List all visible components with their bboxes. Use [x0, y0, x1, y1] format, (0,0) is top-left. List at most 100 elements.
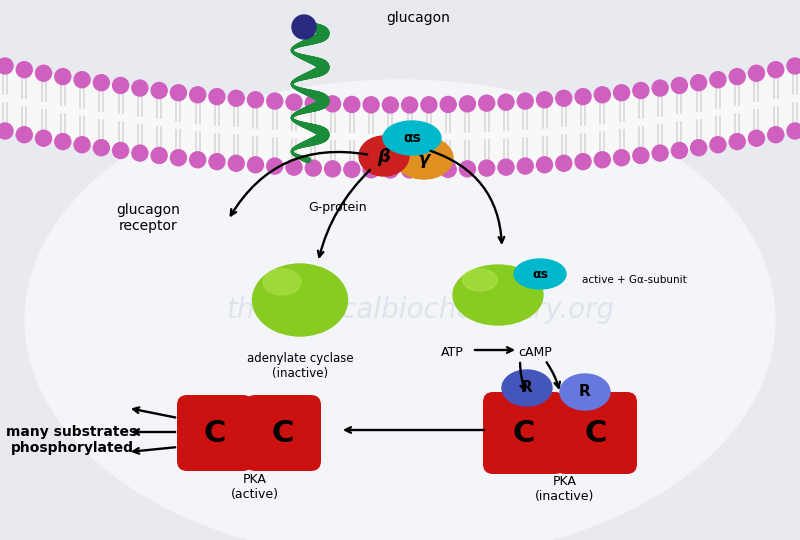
Circle shape: [94, 75, 110, 91]
Circle shape: [292, 15, 316, 39]
Circle shape: [113, 143, 129, 158]
Circle shape: [151, 83, 167, 98]
Circle shape: [247, 157, 263, 173]
Circle shape: [228, 90, 244, 106]
Circle shape: [35, 65, 51, 81]
Text: PKA
(inactive): PKA (inactive): [535, 475, 594, 503]
Circle shape: [16, 62, 32, 78]
Circle shape: [0, 58, 13, 74]
Circle shape: [768, 127, 784, 143]
Circle shape: [421, 162, 437, 178]
Circle shape: [537, 157, 553, 173]
Text: R: R: [579, 384, 591, 400]
Circle shape: [286, 94, 302, 110]
Text: C: C: [272, 418, 294, 448]
Text: αs: αs: [403, 131, 421, 145]
Circle shape: [633, 147, 649, 164]
Circle shape: [652, 145, 668, 161]
Circle shape: [402, 97, 418, 113]
Circle shape: [556, 90, 572, 106]
Circle shape: [652, 80, 668, 96]
Circle shape: [478, 95, 494, 111]
Circle shape: [729, 133, 745, 150]
Circle shape: [710, 137, 726, 153]
Circle shape: [478, 160, 494, 176]
Text: themedicalbiochemistry.org: themedicalbiochemistry.org: [226, 296, 614, 324]
Ellipse shape: [395, 137, 453, 179]
Circle shape: [440, 161, 456, 178]
Text: G-protein: G-protein: [309, 201, 367, 214]
Circle shape: [594, 152, 610, 168]
Circle shape: [575, 89, 591, 105]
Circle shape: [74, 72, 90, 87]
FancyBboxPatch shape: [555, 392, 637, 474]
Circle shape: [749, 65, 765, 81]
Circle shape: [556, 156, 572, 171]
Circle shape: [325, 96, 341, 112]
Circle shape: [787, 123, 800, 139]
Circle shape: [94, 140, 110, 156]
Ellipse shape: [359, 136, 409, 176]
Circle shape: [421, 97, 437, 113]
Ellipse shape: [383, 121, 441, 155]
Circle shape: [459, 96, 475, 112]
Polygon shape: [0, 65, 800, 170]
Circle shape: [768, 62, 784, 78]
Text: γ: γ: [418, 150, 430, 168]
Circle shape: [55, 133, 71, 150]
Text: C: C: [204, 418, 226, 448]
Circle shape: [363, 162, 379, 178]
Circle shape: [190, 87, 206, 103]
Circle shape: [710, 72, 726, 87]
Ellipse shape: [502, 370, 552, 406]
Circle shape: [671, 143, 687, 158]
Circle shape: [518, 158, 534, 174]
Circle shape: [16, 127, 32, 143]
Text: many substrates
phosphorylated: many substrates phosphorylated: [6, 425, 138, 455]
Circle shape: [633, 83, 649, 98]
Circle shape: [382, 97, 398, 113]
Circle shape: [787, 58, 800, 74]
Ellipse shape: [25, 80, 775, 540]
Circle shape: [209, 89, 225, 105]
Text: β: β: [378, 148, 390, 166]
Circle shape: [132, 80, 148, 96]
Ellipse shape: [514, 259, 566, 289]
Circle shape: [594, 87, 610, 103]
Text: C: C: [585, 418, 607, 448]
Text: active + Gα-subunit: active + Gα-subunit: [582, 275, 686, 285]
Circle shape: [209, 153, 225, 170]
Text: αs: αs: [532, 267, 548, 280]
Circle shape: [306, 95, 322, 111]
Circle shape: [690, 140, 706, 156]
Circle shape: [498, 94, 514, 110]
Circle shape: [402, 162, 418, 178]
Circle shape: [614, 85, 630, 101]
Circle shape: [614, 150, 630, 166]
Circle shape: [0, 123, 13, 139]
Ellipse shape: [253, 264, 347, 336]
Circle shape: [729, 69, 745, 85]
Circle shape: [35, 130, 51, 146]
Circle shape: [537, 92, 553, 108]
Circle shape: [266, 93, 282, 109]
Circle shape: [325, 161, 341, 177]
Circle shape: [113, 77, 129, 93]
Circle shape: [440, 97, 456, 112]
Circle shape: [170, 85, 186, 101]
Circle shape: [74, 137, 90, 153]
Circle shape: [671, 77, 687, 93]
Ellipse shape: [560, 374, 610, 410]
Circle shape: [286, 159, 302, 175]
Circle shape: [518, 93, 534, 109]
Ellipse shape: [453, 265, 543, 325]
Text: R: R: [521, 381, 533, 395]
Circle shape: [132, 145, 148, 161]
Text: ATP: ATP: [441, 346, 463, 359]
Circle shape: [170, 150, 186, 166]
Circle shape: [344, 161, 360, 178]
Text: C: C: [513, 418, 535, 448]
Circle shape: [690, 75, 706, 91]
Circle shape: [459, 161, 475, 177]
Circle shape: [190, 152, 206, 168]
